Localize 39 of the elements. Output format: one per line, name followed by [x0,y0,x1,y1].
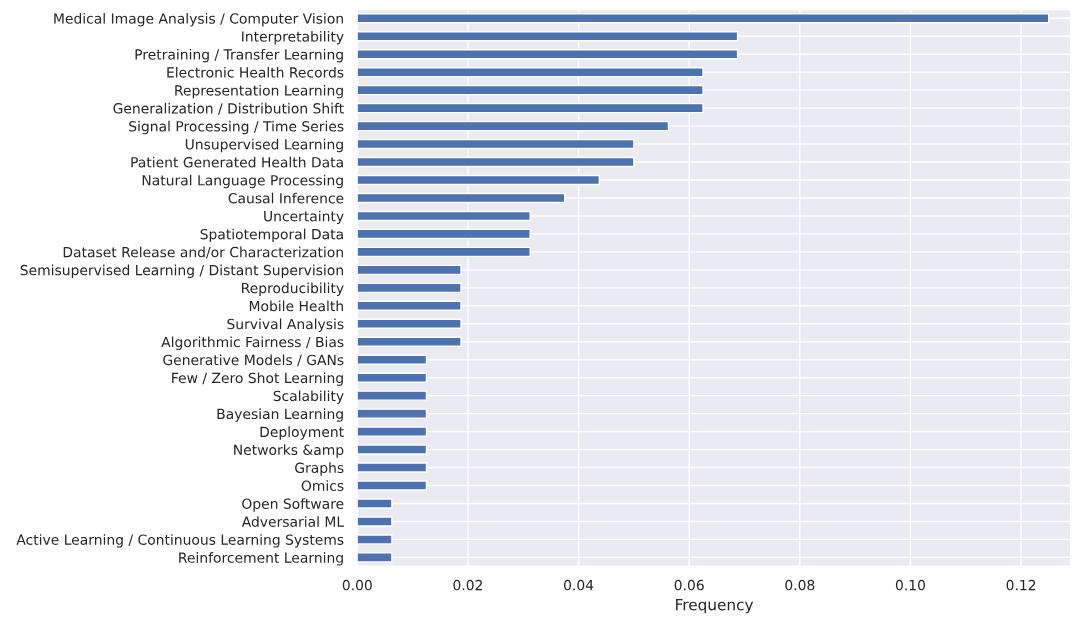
y-tick-label: Active Learning / Continuous Learning Systems [16,534,344,548]
y-tick-label: Spatiotemporal Data [200,228,343,243]
y-tick-label: Semisupervised Learning / Distant Supervision [20,264,343,279]
y-tick-label: Graphs [295,462,344,476]
y-tick-label: Interpretability [242,30,344,45]
y-tick-label: Networks &amp [234,444,344,458]
y-tick-label: Dataset Release and/or Characterization [63,246,343,259]
y-tick-label: Scalability [273,390,344,404]
x-tick-label: 0.08 [785,579,815,591]
y-tick-label: Few / Zero Shot Learning [172,372,343,386]
y-tick-label: Open Software [242,498,344,512]
x-tick-label: 0.00 [342,579,372,591]
y-tick-label: Signal Processing / Time Series [129,120,344,135]
y-tick-label: Deployment [260,426,344,440]
y-tick-label: Omics [301,480,344,491]
y-tick-label: Reinforcement Learning [179,552,343,566]
y-tick-label: Generalization / Distribution Shift [113,102,344,115]
y-tick-label: Patient Generated Health Data [131,156,343,168]
y-tick-label: Natural Language Processing [142,174,343,189]
y-tick-label: Mobile Health [249,300,343,312]
x-axis-title: Frequency [676,599,754,614]
y-tick-label: Adversarial ML [241,516,345,527]
y-tick-label: Generative Models / GANs [163,354,344,367]
y-tick-label: Medical Image Analysis / Computer Vision [54,12,343,27]
y-tick-label: Bayesian Learning [217,408,343,422]
x-tick-label: 0.04 [564,579,594,591]
x-tick-label: 0.02 [453,579,483,591]
y-tick-label: Algorithmic Fairness / Bias [161,336,344,350]
y-tick-label: Reproducibility [242,282,344,296]
x-tick-label: 0.10 [895,579,925,591]
y-tick-label: Electronic Health Records [167,66,344,78]
y-tick-label: Uncertainty [264,210,344,225]
y-tick-label: Unsupervised Learning [185,138,343,153]
y-tick-label: Causal Inference [228,192,344,204]
x-tick-label: 0.12 [1006,579,1036,591]
y-tick-label: Representation Learning [175,84,343,99]
y-tick-label: Pretraining / Transfer Learning [135,48,343,63]
x-tick-label: 0.06 [674,579,704,591]
y-tick-label: Survival Analysis [227,318,344,332]
